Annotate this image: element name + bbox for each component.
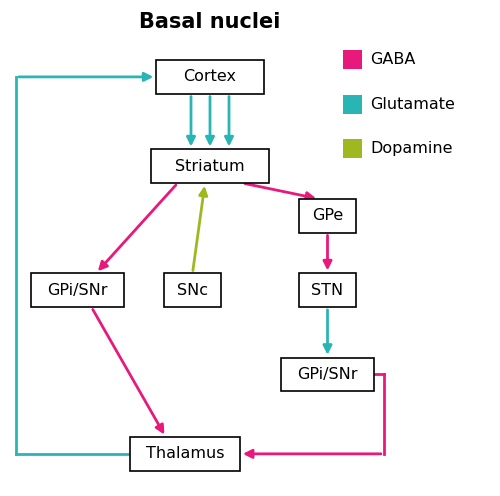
Text: SNc: SNc (177, 283, 208, 298)
Text: Glutamate: Glutamate (370, 97, 455, 112)
Text: GPi/SNr: GPi/SNr (47, 283, 108, 298)
FancyBboxPatch shape (281, 358, 374, 391)
FancyBboxPatch shape (299, 273, 356, 307)
Text: GABA: GABA (370, 52, 416, 67)
FancyBboxPatch shape (156, 60, 264, 94)
FancyBboxPatch shape (342, 139, 361, 158)
FancyBboxPatch shape (342, 95, 361, 114)
Text: Striatum: Striatum (175, 159, 245, 174)
FancyBboxPatch shape (151, 149, 269, 183)
FancyBboxPatch shape (31, 273, 124, 307)
Text: STN: STN (312, 283, 344, 298)
Text: Basal nuclei: Basal nuclei (140, 12, 280, 32)
Text: Dopamine: Dopamine (370, 141, 452, 156)
Text: Thalamus: Thalamus (146, 446, 224, 461)
FancyBboxPatch shape (130, 437, 240, 471)
FancyBboxPatch shape (164, 273, 221, 307)
FancyBboxPatch shape (342, 50, 361, 69)
Text: GPe: GPe (312, 208, 343, 223)
Text: Cortex: Cortex (184, 69, 236, 84)
FancyBboxPatch shape (299, 199, 356, 233)
Text: GPi/SNr: GPi/SNr (297, 367, 358, 382)
